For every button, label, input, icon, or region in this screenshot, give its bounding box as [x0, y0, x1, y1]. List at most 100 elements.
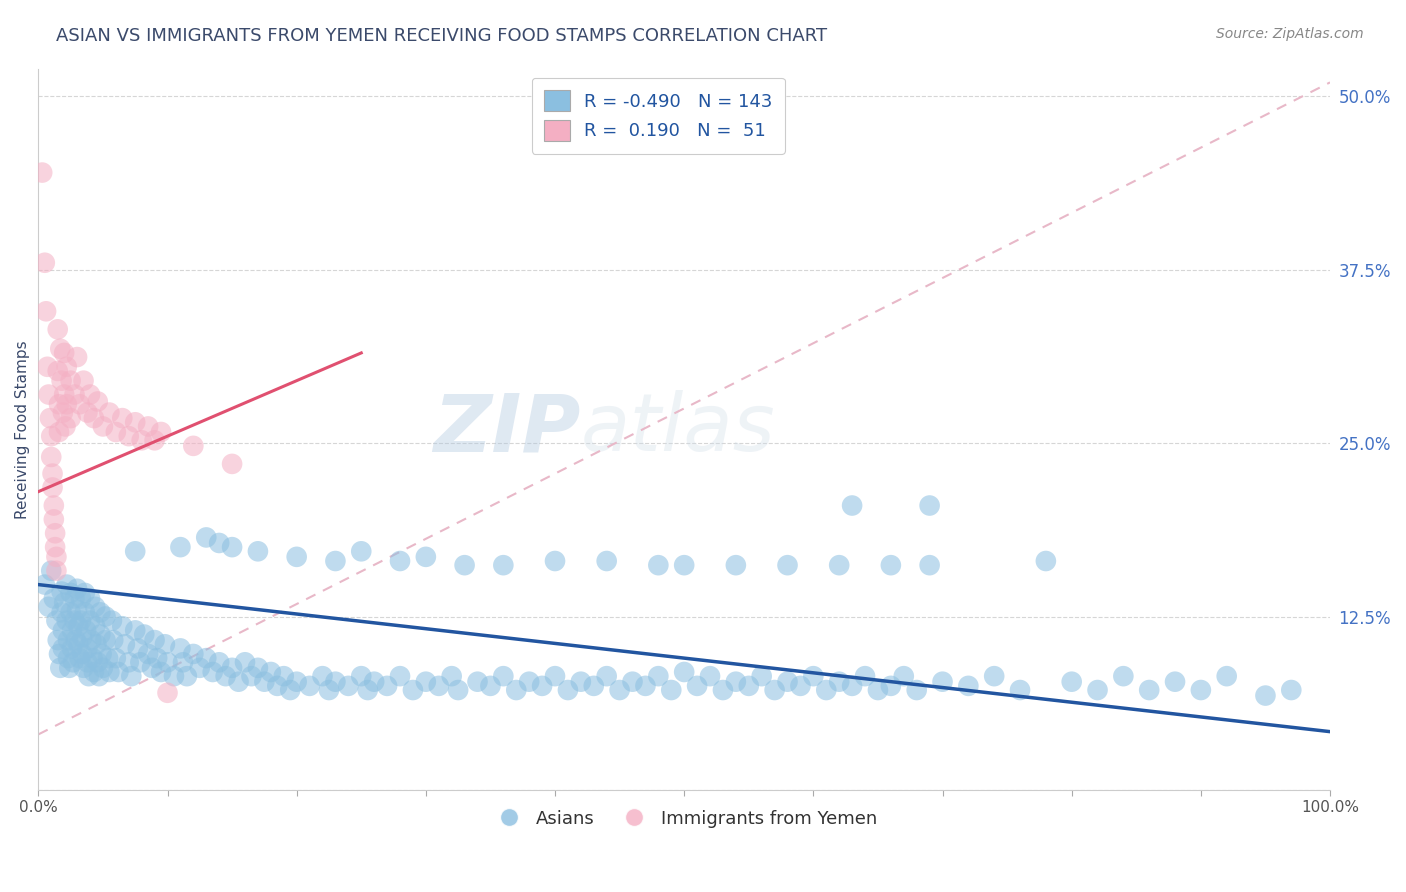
Point: [72, 374, 94, 388]
Point: [59, 586, 82, 600]
Point: [1060, 674, 1083, 689]
Point: [70, 591, 93, 606]
Point: [634, 679, 657, 693]
Point: [98, 665, 121, 679]
Point: [136, 647, 159, 661]
Point: [129, 655, 152, 669]
Point: [983, 669, 1005, 683]
Point: [34, 577, 56, 591]
Point: [214, 669, 236, 683]
Point: [98, 406, 121, 420]
Text: ASIAN VS IMMIGRANTS FROM YEMEN RECEIVING FOOD STAMPS CORRELATION CHART: ASIAN VS IMMIGRANTS FROM YEMEN RECEIVING…: [56, 27, 827, 45]
Point: [544, 554, 567, 568]
Point: [402, 683, 425, 698]
Point: [41, 481, 63, 495]
Point: [143, 434, 166, 448]
Point: [94, 609, 117, 624]
Point: [82, 651, 104, 665]
Point: [195, 530, 218, 544]
Point: [45, 614, 67, 628]
Point: [89, 605, 111, 619]
Point: [91, 661, 114, 675]
Point: [124, 624, 146, 638]
Point: [905, 683, 928, 698]
Point: [34, 256, 56, 270]
Point: [415, 549, 437, 564]
Point: [389, 669, 412, 683]
Point: [195, 651, 218, 665]
Point: [111, 411, 134, 425]
Point: [673, 558, 696, 573]
Point: [101, 614, 124, 628]
Point: [363, 674, 385, 689]
Point: [150, 425, 173, 439]
Point: [841, 499, 863, 513]
Point: [52, 624, 75, 638]
Point: [73, 605, 96, 619]
Point: [156, 686, 179, 700]
Point: [66, 582, 89, 596]
Point: [49, 661, 72, 675]
Point: [53, 346, 76, 360]
Point: [55, 577, 77, 591]
Point: [273, 669, 295, 683]
Point: [228, 674, 250, 689]
Point: [337, 679, 360, 693]
Point: [48, 397, 70, 411]
Point: [738, 679, 761, 693]
Point: [492, 558, 515, 573]
Point: [72, 630, 94, 644]
Point: [853, 669, 876, 683]
Point: [172, 655, 194, 669]
Point: [246, 544, 269, 558]
Point: [39, 564, 62, 578]
Point: [60, 641, 83, 656]
Point: [880, 679, 903, 693]
Point: [35, 304, 58, 318]
Point: [59, 374, 82, 388]
Point: [221, 540, 243, 554]
Point: [114, 637, 136, 651]
Point: [957, 679, 980, 693]
Point: [97, 651, 120, 665]
Point: [83, 411, 105, 425]
Point: [120, 669, 142, 683]
Text: atlas: atlas: [581, 390, 776, 468]
Y-axis label: Receiving Food Stamps: Receiving Food Stamps: [15, 340, 30, 518]
Point: [544, 669, 567, 683]
Point: [73, 586, 96, 600]
Point: [46, 322, 69, 336]
Point: [647, 669, 669, 683]
Point: [44, 540, 66, 554]
Point: [453, 558, 475, 573]
Point: [59, 411, 82, 425]
Point: [311, 669, 333, 683]
Point: [79, 387, 101, 401]
Point: [350, 544, 373, 558]
Point: [724, 558, 747, 573]
Point: [55, 397, 77, 411]
Point: [278, 683, 301, 698]
Point: [89, 627, 111, 641]
Point: [76, 641, 98, 656]
Point: [918, 499, 941, 513]
Point: [39, 411, 62, 425]
Point: [103, 633, 125, 648]
Point: [647, 558, 669, 573]
Point: [38, 387, 60, 401]
Point: [76, 655, 98, 669]
Point: [80, 633, 103, 648]
Point: [801, 669, 824, 683]
Point: [246, 661, 269, 675]
Point: [94, 633, 117, 648]
Point: [673, 665, 696, 679]
Legend: Asians, Immigrants from Yemen: Asians, Immigrants from Yemen: [484, 803, 884, 835]
Point: [1008, 683, 1031, 698]
Point: [531, 679, 554, 693]
Point: [325, 674, 347, 689]
Point: [866, 683, 889, 698]
Point: [65, 633, 87, 648]
Point: [146, 651, 169, 665]
Point: [1215, 669, 1237, 683]
Point: [69, 397, 91, 411]
